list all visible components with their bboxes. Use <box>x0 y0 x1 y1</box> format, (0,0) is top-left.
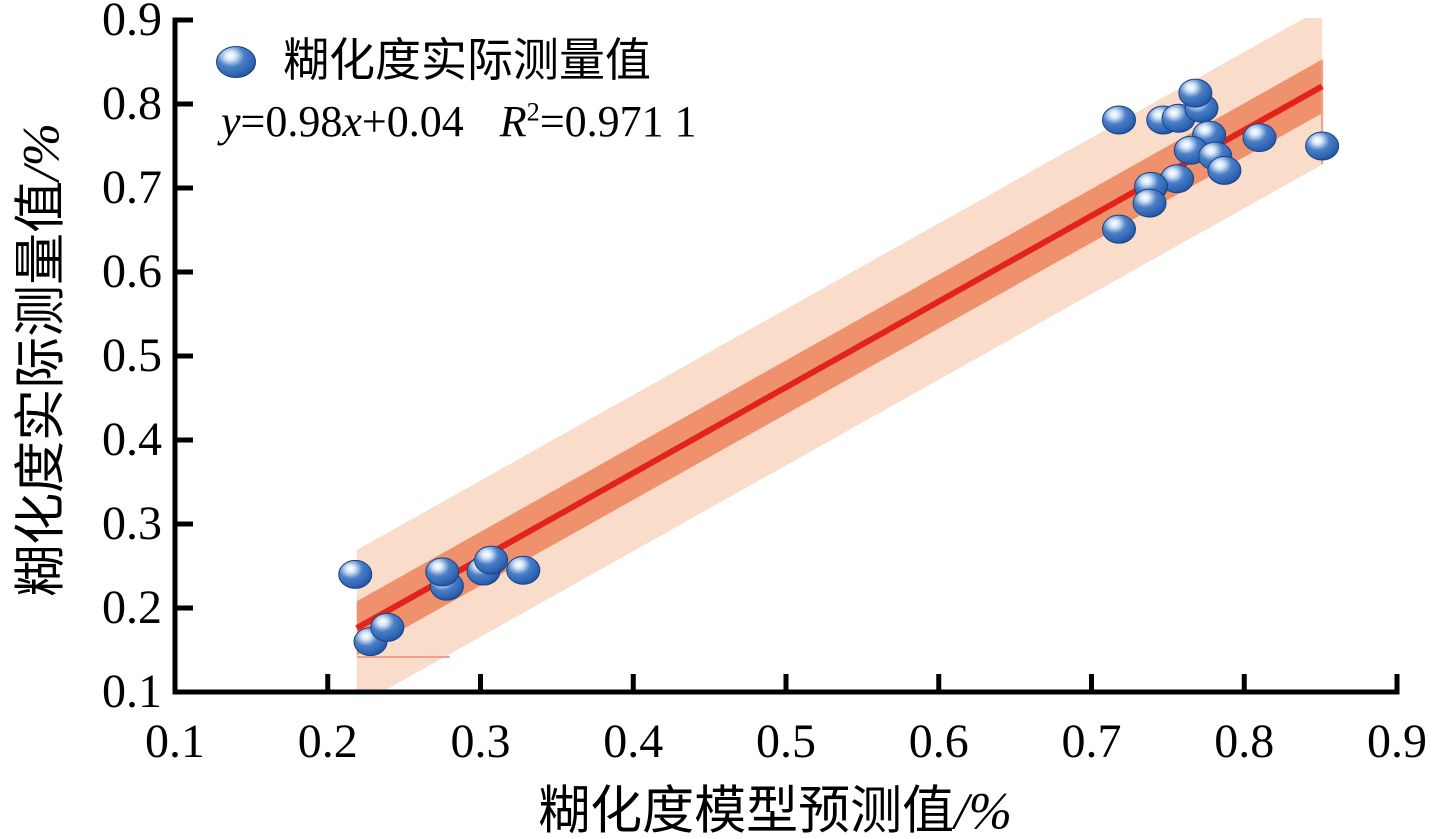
y-tick-label: 0.2 <box>102 581 162 634</box>
data-point <box>1132 188 1167 218</box>
data-point <box>425 557 460 587</box>
x-tick-label: 0.4 <box>603 715 664 768</box>
legend-marker-icon <box>216 46 256 78</box>
y-tick-label: 0.9 <box>102 0 162 46</box>
x-tick-label: 0.5 <box>756 715 816 768</box>
y-tick-label: 0.6 <box>102 245 162 298</box>
data-point <box>1101 214 1136 244</box>
y-tick-label: 0.8 <box>102 77 162 130</box>
data-point <box>506 555 541 585</box>
data-point <box>1101 105 1136 135</box>
equation-r-exponent: 2 <box>526 96 540 127</box>
equation-seg2: +0.04 <box>361 97 464 146</box>
data-point <box>338 559 373 589</box>
data-point <box>370 612 405 642</box>
y-tick-label: 0.3 <box>102 497 162 550</box>
data-point <box>1207 155 1242 185</box>
y-axis-title-unit: /% <box>13 123 71 181</box>
x-axis-title: 糊化度模型预测值/% <box>538 769 1012 839</box>
fit-equation: y=0.98x+0.04 R2=0.971 1 <box>221 98 697 146</box>
y-tick-label: 0.1 <box>102 665 162 718</box>
equation-r-var: R <box>499 97 527 146</box>
x-tick-label: 0.6 <box>908 715 969 768</box>
equation-seg1: =0.98 <box>240 97 343 146</box>
data-point <box>1178 78 1213 108</box>
equation-y-var: y <box>221 97 241 146</box>
x-axis-title-text: 糊化度模型预测值 <box>538 783 955 839</box>
data-point <box>1242 123 1277 153</box>
x-tick-label: 0.8 <box>1214 715 1275 768</box>
y-tick-label: 0.5 <box>102 329 162 382</box>
x-axis-title-unit: /% <box>954 783 1012 839</box>
y-axis-title: 糊化度实际测量值/% <box>0 123 74 597</box>
x-tick-label: 0.1 <box>145 715 205 768</box>
x-tick-label: 0.7 <box>1061 715 1122 768</box>
x-tick-label: 0.9 <box>1367 715 1427 768</box>
x-tick-label: 0.2 <box>297 715 358 768</box>
y-tick-label: 0.4 <box>102 413 162 466</box>
equation-x-var: x <box>342 97 362 146</box>
y-axis-title-text: 糊化度实际测量值 <box>13 180 71 597</box>
data-point <box>1305 131 1340 161</box>
data-point <box>474 545 509 575</box>
legend-label: 糊化度实际测量值 <box>283 35 651 86</box>
y-tick-label: 0.7 <box>102 161 162 214</box>
x-tick-label: 0.3 <box>450 715 511 768</box>
equation-seg3: =0.971 1 <box>539 97 697 146</box>
